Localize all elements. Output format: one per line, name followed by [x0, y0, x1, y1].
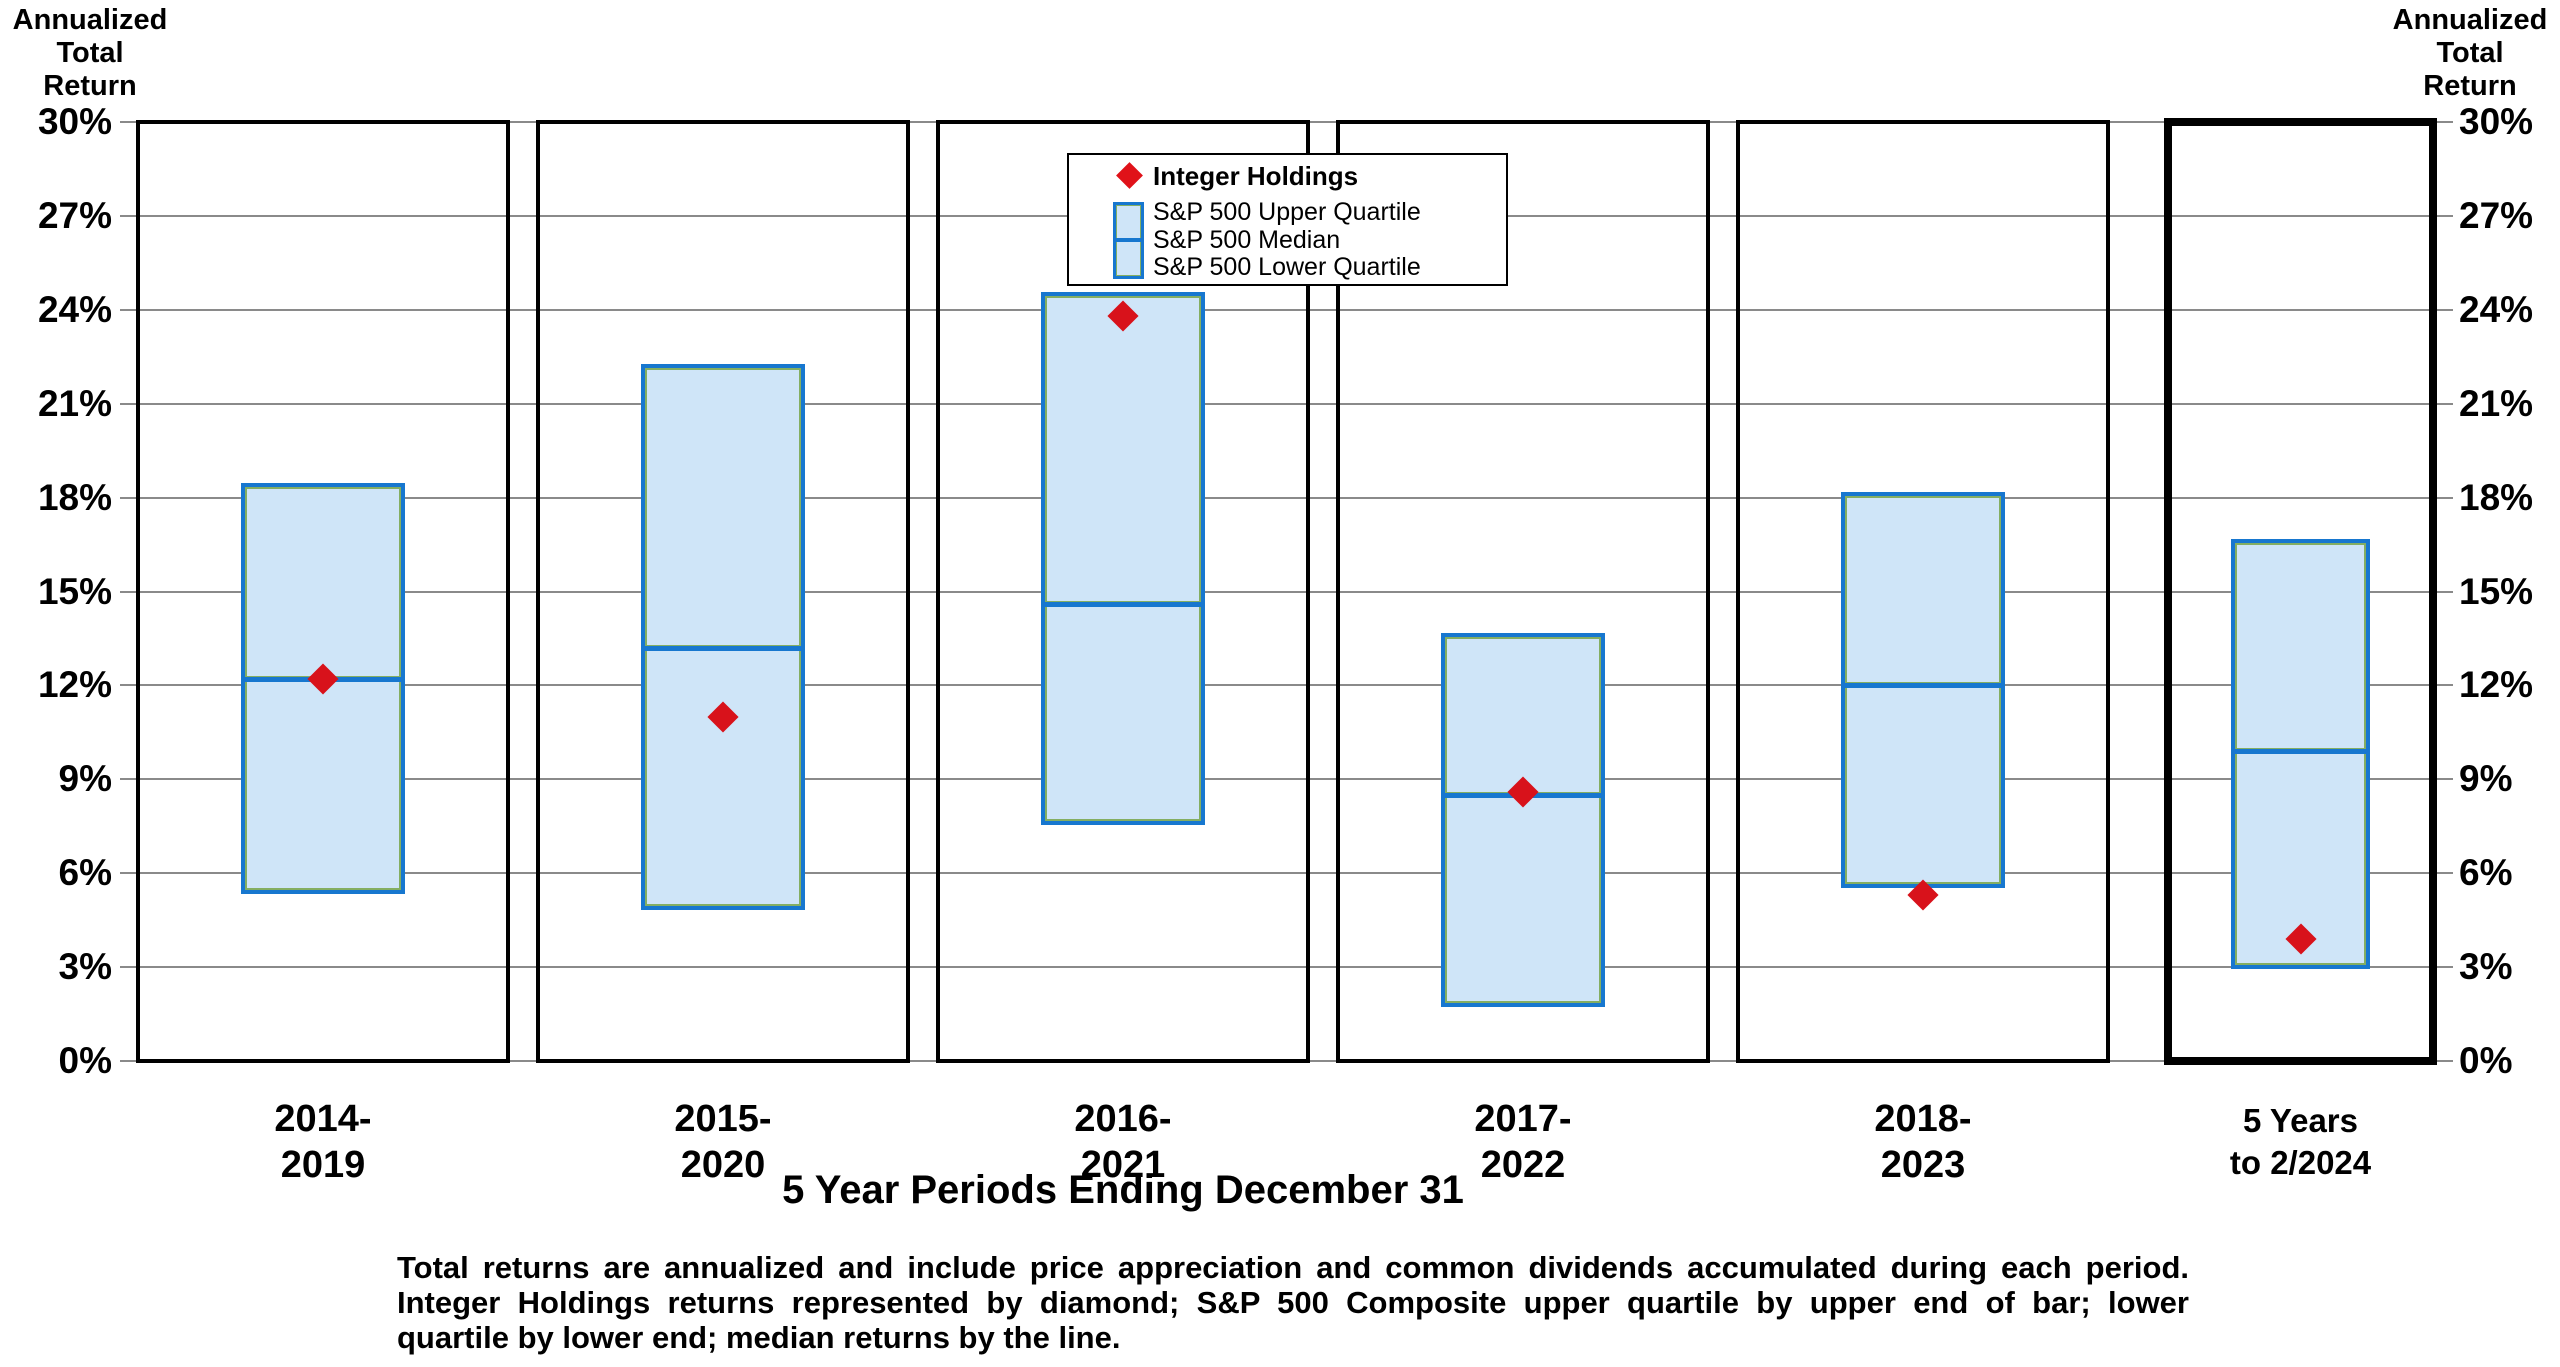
y-tick-label-right: 27% — [2459, 194, 2534, 236]
y-tick-label-right: 24% — [2459, 288, 2534, 330]
x-category-line1: 2014- — [274, 1098, 372, 1140]
y-tick-label-left: 9% — [58, 758, 112, 800]
y-tick-label-right: 15% — [2459, 570, 2534, 612]
legend: Integer Holdings S&P 500 Upper Quartile … — [1067, 153, 1508, 286]
x-category-line2: to 2/2024 — [2229, 1144, 2372, 1181]
gridline-6pct — [120, 872, 2453, 875]
footnote: Total returns are annualized and include… — [397, 1250, 2189, 1355]
y-tick-label-right: 6% — [2459, 852, 2513, 894]
y-axis-title-line: Total — [2436, 37, 2504, 69]
x-category-line2: 2019 — [280, 1144, 366, 1186]
x-category-line1: 2018- — [1874, 1098, 1972, 1140]
x-category-label: 5 Years to 2/2024 — [2164, 1096, 2437, 1184]
y-tick-label-right: 3% — [2459, 946, 2513, 988]
y-tick-label-left: 0% — [58, 1040, 112, 1081]
legend-lower-quartile-label: S&P 500 Lower Quartile — [1153, 253, 1421, 281]
x-category-label: 2015- 2020 — [536, 1096, 910, 1188]
gridline-12pct — [120, 684, 2453, 687]
x-category-line2: 2023 — [1880, 1144, 1966, 1186]
period-panel-3 — [936, 120, 1310, 1063]
y-tick-label-left: 18% — [37, 476, 112, 518]
y-tick-label-right: 12% — [2459, 664, 2534, 706]
y-tick-label-left: 21% — [37, 382, 112, 424]
y-axis-title-line: Annualized — [12, 4, 168, 36]
gridline-21pct — [120, 402, 2453, 405]
gridline-24pct — [120, 308, 2453, 311]
x-category-line2: 2022 — [1480, 1144, 1566, 1186]
period-panel-6 — [2164, 118, 2437, 1065]
y-axis-title-line: Annualized — [2392, 4, 2548, 36]
y-tick-label-right: 9% — [2459, 758, 2513, 800]
y-tick-label-right: 21% — [2459, 382, 2534, 424]
footnote-line: Total returns are annualized and include… — [397, 1250, 2189, 1285]
legend-upper-quartile-label: S&P 500 Upper Quartile — [1153, 198, 1421, 226]
y-tick-label-left: 15% — [37, 570, 112, 612]
median-line — [1045, 602, 1201, 607]
footnote-line: quartile by lower end; median returns by… — [397, 1320, 1121, 1355]
legend-median-label: S&P 500 Median — [1153, 226, 1341, 254]
median-line — [1845, 683, 2001, 689]
median-line — [645, 645, 801, 651]
gridline-18pct — [120, 496, 2453, 499]
period-panel-1 — [136, 120, 510, 1063]
footnote-line: Integer Holdings returns represented by … — [397, 1285, 2189, 1320]
y-tick-label-left: 30% — [37, 101, 112, 142]
legend-median-line-icon — [1116, 238, 1141, 242]
period-panel-5 — [1736, 120, 2110, 1063]
gridline-9pct — [120, 778, 2453, 781]
x-category-line2: 2021 — [1080, 1144, 1166, 1186]
y-tick-label-left: 3% — [58, 946, 112, 988]
y-axis-title-left: Annualized Total Return — [0, 4, 180, 103]
y-tick-label-right: 18% — [2459, 476, 2534, 518]
x-category-line1: 2016- — [1074, 1098, 1172, 1140]
quartile-bar — [1041, 292, 1205, 826]
x-category-label: 2017- 2022 — [1336, 1096, 1710, 1188]
y-axis-title-line: Return — [43, 70, 137, 102]
period-panel-2 — [536, 120, 910, 1063]
gridline-15pct — [120, 590, 2453, 593]
gridline-3pct — [120, 966, 2453, 969]
period-panel-4 — [1336, 120, 1710, 1063]
y-axis-title-right: Annualized Total Return — [2380, 4, 2560, 103]
median-line — [2235, 749, 2366, 755]
quartile-bar — [2231, 539, 2370, 970]
y-tick-label-left: 27% — [37, 194, 112, 236]
y-tick-label-left: 24% — [37, 288, 112, 330]
y-tick-label-right: 30% — [2459, 101, 2534, 142]
quartile-bar — [1841, 492, 2005, 888]
quartile-bar — [641, 364, 805, 910]
y-axis-title-line: Total — [56, 37, 124, 69]
x-category-line1: 2015- — [674, 1098, 772, 1140]
x-axis-title: 5 Year Periods Ending December 31 — [782, 1168, 1464, 1212]
x-category-label: 2016- 2021 — [936, 1096, 1310, 1188]
legend-bar-swatch-icon — [1113, 202, 1144, 279]
legend-diamond-icon — [1116, 162, 1143, 189]
x-category-label: 2014- 2019 — [136, 1096, 510, 1188]
x-category-line2: 2020 — [680, 1144, 766, 1186]
x-category-line1: 5 Years — [2242, 1102, 2359, 1139]
x-category-label: 2018- 2023 — [1736, 1096, 2110, 1188]
legend-marker-label: Integer Holdings — [1153, 161, 1359, 191]
quartile-bar — [1441, 633, 1605, 1007]
y-tick-label-left: 12% — [37, 664, 112, 706]
y-axis-title-line: Return — [2423, 70, 2517, 102]
y-tick-label-right: 0% — [2459, 1040, 2513, 1081]
y-tick-label-left: 6% — [58, 852, 112, 894]
x-category-line1: 2017- — [1474, 1098, 1572, 1140]
